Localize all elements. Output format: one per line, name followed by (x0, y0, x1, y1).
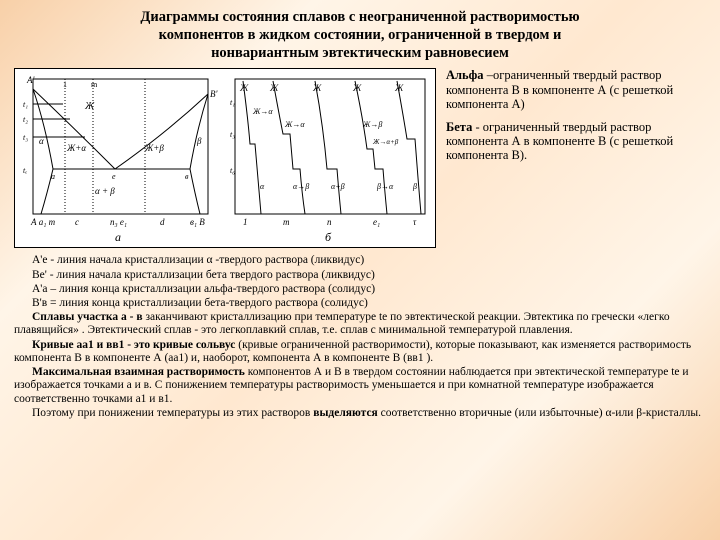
svg-text:d: d (160, 217, 165, 227)
svg-text:n: n (327, 217, 332, 227)
svg-text:t₁: t₁ (23, 100, 28, 109)
svg-text:t₁: t₁ (230, 98, 235, 107)
svg-text:α→β: α→β (293, 182, 309, 191)
svg-text:а: а (115, 230, 121, 244)
svg-text:В': В' (210, 89, 218, 99)
beta-text: - ограниченный твердый раствор компонент… (446, 120, 673, 163)
svg-text:t₆: t₆ (230, 166, 235, 175)
beta-definition: Бета - ограниченный твердый раствор комп… (446, 120, 706, 163)
svg-text:Ж→α+β: Ж→α+β (372, 138, 399, 146)
body-text: А'е - линия начала кристаллизации α -тве… (14, 254, 706, 420)
para-secondary: Поэтому при понижении температуры из эти… (14, 407, 706, 420)
svg-text:β: β (412, 182, 417, 191)
svg-text:Ж: Ж (394, 83, 404, 93)
svg-text:β: β (196, 136, 202, 146)
side-definitions: Альфа –ограниченный твердый раствор комп… (446, 68, 706, 248)
svg-text:α + β: α + β (95, 186, 115, 196)
para-max-solubility: Максимальная взаимная растворимость комп… (14, 366, 706, 406)
svg-text:в₁ В: в₁ В (190, 217, 205, 227)
alpha-title: Альфа (446, 68, 484, 82)
svg-text:Ж: Ж (352, 83, 362, 93)
svg-text:n₃ е₁: n₃ е₁ (110, 217, 127, 227)
svg-text:Ж→β: Ж→β (362, 120, 382, 129)
top-row: А' t₁ t₂ t₃ tₑ Ж Ж+α Ж+β α β α + β а е в… (14, 68, 706, 248)
svg-text:А': А' (26, 75, 35, 85)
svg-text:α: α (260, 182, 265, 191)
beta-title: Бета (446, 120, 472, 134)
alpha-definition: Альфа –ограниченный твердый раствор комп… (446, 68, 706, 111)
svg-text:α: α (39, 136, 44, 146)
svg-text:t₃: t₃ (230, 130, 235, 139)
title-line-2: компонентов в жидком состоянии, ограниче… (159, 27, 562, 43)
page-title: Диаграммы состояния сплавов с неограниче… (14, 8, 706, 62)
para-solvus: Кривые аа1 и вв1 - это кривые сольвус (к… (14, 339, 706, 365)
svg-text:Ж: Ж (312, 83, 322, 93)
svg-text:1: 1 (63, 80, 67, 89)
svg-text:τ: τ (413, 217, 417, 227)
title-line-3: нонвариантным эвтектическим равновесием (211, 45, 509, 61)
svg-text:1: 1 (243, 217, 248, 227)
svg-text:t₂: t₂ (23, 115, 28, 124)
svg-text:m: m (283, 217, 290, 227)
svg-text:Ж→α: Ж→α (284, 120, 305, 129)
svg-text:Ж+α: Ж+α (66, 143, 86, 153)
svg-text:Ж→α: Ж→α (252, 107, 273, 116)
svg-text:Ж: Ж (239, 83, 249, 93)
para-eutectic: Сплавы участка а - в заканчивают кристал… (14, 311, 706, 337)
phase-diagrams: А' t₁ t₂ t₃ tₑ Ж Ж+α Ж+β α β α + β а е в… (14, 68, 436, 248)
line-solidus-alpha: А'а – линия конца кристаллизации альфа-т… (14, 283, 706, 296)
line-liquidus-beta: Ве' - линия начала кристаллизации бета т… (14, 269, 706, 282)
line-solidus-beta: В'в = линия конца кристаллизации бета-тв… (14, 297, 706, 310)
svg-text:а: а (51, 172, 55, 181)
svg-text:t₃: t₃ (23, 133, 28, 142)
svg-text:е₁: е₁ (373, 217, 380, 227)
svg-text:с: с (75, 217, 79, 227)
svg-text:Ж+β: Ж+β (144, 143, 164, 153)
svg-text:Ж: Ж (84, 101, 95, 112)
svg-text:m: m (91, 80, 98, 89)
line-liquidus-alpha: А'е - линия начала кристаллизации α -тве… (14, 254, 706, 267)
title-line-1: Диаграммы состояния сплавов с неограниче… (140, 9, 579, 25)
svg-text:α+β: α+β (331, 182, 345, 191)
diagrams-svg: А' t₁ t₂ t₃ tₑ Ж Ж+α Ж+β α β α + β а е в… (15, 69, 435, 247)
svg-text:Ж: Ж (269, 83, 279, 93)
svg-text:β→α: β→α (376, 182, 394, 191)
svg-text:е: е (112, 172, 116, 181)
svg-text:tₑ: tₑ (23, 166, 27, 175)
svg-text:б: б (325, 230, 332, 244)
svg-text:А а₁ m: А а₁ m (30, 217, 56, 227)
svg-text:в: в (185, 172, 189, 181)
